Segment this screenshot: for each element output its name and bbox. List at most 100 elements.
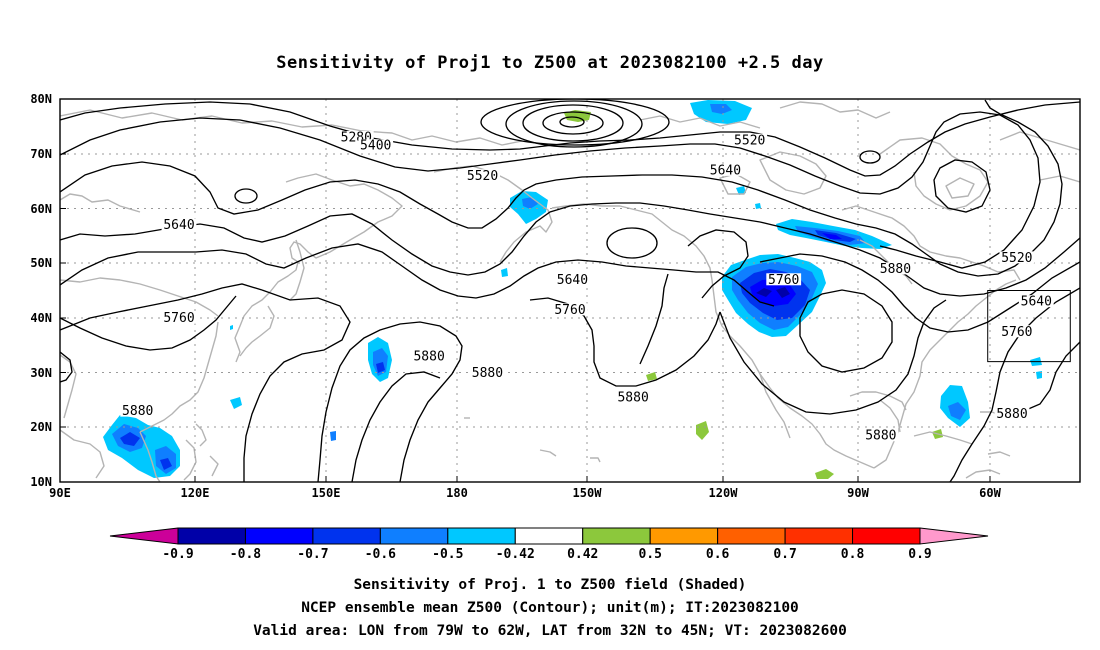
contour-label-bg	[1018, 295, 1054, 308]
contour-5640	[60, 99, 1063, 277]
contour-5880-highs	[60, 283, 263, 331]
shade-small-1	[736, 186, 746, 195]
shade-asia-blob	[103, 415, 180, 478]
shade-small-4	[330, 431, 336, 441]
colorbar-swatch	[784, 527, 854, 545]
contour-label-bg	[470, 366, 505, 379]
shade-small-5	[230, 325, 233, 330]
contour-label-bg	[555, 273, 590, 286]
shade-arctic-blob	[690, 100, 752, 124]
longitude-labels: 90E 120E 150E 180 150W 120W 90W 60W	[49, 486, 1001, 500]
contour-label: 5760	[768, 273, 799, 288]
colorbar-swatch	[717, 527, 786, 545]
contour-label: 5400	[360, 139, 391, 154]
shade-small-8	[501, 268, 508, 277]
caption-shading: Sensitivity of Proj. 1 to Z500 field (Sh…	[354, 577, 747, 593]
shade-pacific-blob	[368, 337, 392, 382]
lat-label-40n: 40N	[30, 311, 52, 325]
contour-label: 5880	[617, 390, 648, 405]
contour-5880-south	[719, 299, 947, 415]
contour-label: 5520	[1001, 251, 1032, 266]
figure-title: Sensitivity of Proj1 to Z500 at 20230821…	[276, 53, 823, 73]
colorbar: -0.9 -0.8 -0.7 -0.6 -0.5 -0.42 0.42 0.5 0.6 0.7 0.…	[109, 527, 989, 562]
lon-label-90e: 90E	[49, 486, 71, 500]
contour-label-bg	[999, 325, 1035, 338]
colorbar-swatch	[582, 527, 651, 545]
graticule	[60, 99, 1080, 482]
contour-label: 5640	[710, 163, 741, 178]
contour-label-bg	[766, 273, 802, 286]
lat-label-50n: 50N	[30, 256, 52, 270]
lon-label-150e: 150E	[312, 486, 341, 500]
map-background	[60, 99, 1080, 482]
contour-5520-small	[234, 188, 258, 204]
colorbar-label: -0.6	[365, 547, 396, 562]
contour-label-bg	[732, 133, 768, 146]
shade-small-3	[230, 397, 242, 409]
shade-alaska-blob	[510, 191, 548, 224]
contour-5400	[60, 101, 1080, 177]
lon-label-90w: 90W	[847, 486, 869, 500]
colorbar-label: -0.9	[162, 547, 193, 562]
shade-green-2	[696, 421, 709, 440]
contour-label-bg	[465, 169, 500, 182]
lat-label-70n: 70N	[30, 147, 52, 161]
colorbar-label: 0.7	[773, 547, 796, 562]
colorbar-swatch	[447, 527, 516, 545]
colorbar-swatch	[514, 527, 584, 545]
contour-label: 5760	[1001, 325, 1032, 340]
contour-label-bg	[161, 218, 197, 231]
colorbar-label: 0.5	[638, 547, 661, 562]
shade-green-1	[646, 372, 657, 381]
lat-label-30n: 30N	[30, 366, 52, 380]
contour-label-bg	[358, 139, 394, 152]
latitude-labels: 80N 70N 60N 50N 40N 30N 20N 10N	[30, 92, 52, 489]
colorbar-label: -0.5	[432, 547, 463, 562]
colorbar-label: -0.7	[297, 547, 328, 562]
contour-label-bg	[708, 163, 743, 176]
contour-5760-b	[60, 243, 775, 307]
valid-area-box	[987, 290, 1071, 363]
contour-label: 5760	[163, 311, 194, 326]
colorbar-label: -0.8	[230, 547, 261, 562]
contour-label-bg	[120, 404, 156, 417]
lon-label-150w: 150W	[573, 486, 603, 500]
contour-label-bg	[999, 251, 1035, 264]
contour-5760-loop	[687, 229, 749, 299]
colorbar-label: 0.9	[908, 547, 931, 562]
shade-small-2	[755, 203, 761, 209]
contour-label-bg	[161, 311, 197, 324]
colorbar-swatch	[177, 527, 246, 545]
shade-green-3	[815, 469, 834, 479]
contour-label-bg	[994, 407, 1030, 420]
contour-label: 5880	[865, 429, 896, 444]
contour-label: 5760	[554, 303, 585, 318]
contour-label: 5880	[122, 404, 153, 419]
caption-valid-area: Valid area: LON from 79W to 62W, LAT fro…	[253, 623, 847, 639]
contour-5880-north	[759, 253, 1080, 333]
contour-label: 5520	[467, 169, 498, 184]
contour-5640-ring	[933, 159, 991, 213]
contour-5880-mid	[351, 371, 441, 482]
contour-cut-low	[606, 227, 658, 259]
colorbar-swatch	[649, 527, 719, 545]
contour-5520	[60, 111, 1041, 269]
axis-ticks	[60, 98, 991, 483]
contour-label: 5880	[472, 366, 503, 381]
lat-label-20n: 20N	[30, 420, 52, 434]
contour-label-bg	[863, 429, 899, 442]
contour-5880-hi-east	[317, 321, 463, 482]
colorbar-label: 0.8	[841, 547, 865, 562]
lon-label-120e: 120E	[181, 486, 210, 500]
contour-label-bg	[552, 303, 588, 316]
contour-5760-west	[60, 295, 237, 351]
contour-label: 5880	[413, 349, 444, 364]
colorbar-swatch	[312, 527, 381, 545]
colorbar-left-triangle	[109, 527, 179, 545]
colorbar-label: 0.6	[706, 547, 730, 562]
footer-captions: Sensitivity of Proj. 1 to Z500 field (Sh…	[253, 577, 847, 639]
lon-label-120w: 120W	[709, 486, 739, 500]
